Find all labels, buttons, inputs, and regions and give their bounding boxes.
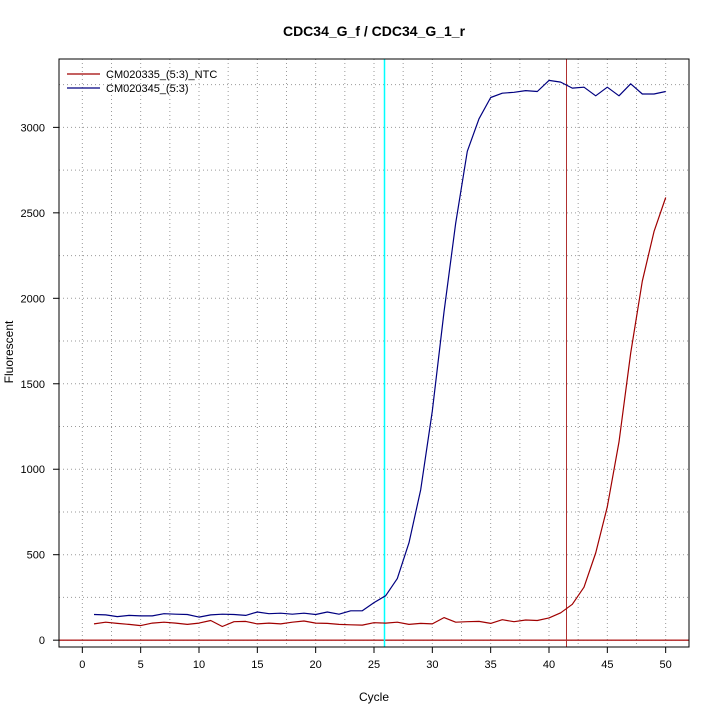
y-tick-label: 2000 — [21, 293, 45, 305]
x-tick-label: 5 — [138, 659, 144, 671]
legend: CM020335_(5:3)_NTC CM020345_(5:3) — [67, 69, 217, 95]
x-tick-label: 20 — [310, 659, 322, 671]
y-axis-label: Fluorescent — [2, 320, 16, 383]
y-tick-label: 500 — [27, 550, 45, 562]
chart-title: CDC34_G_f / CDC34_G_1_r — [283, 23, 466, 39]
y-tick-label: 2500 — [21, 208, 45, 220]
axes: 0 5 10 15 20 25 30 35 40 45 5005001000150020002500… — [21, 58, 690, 671]
x-tick-label: 50 — [660, 659, 672, 671]
y-tick-label: 1000 — [21, 464, 45, 476]
x-axis-label: Cycle — [359, 690, 389, 704]
series-lines — [93, 79, 667, 628]
legend-entry-label: CM020345_(5:3) — [106, 83, 189, 95]
series-line-1 — [93, 197, 667, 628]
x-tick-label: 10 — [193, 659, 205, 671]
grid — [59, 59, 689, 647]
x-tick-label: 45 — [601, 659, 613, 671]
x-tick-label: 15 — [251, 659, 263, 671]
threshold-lines — [59, 59, 689, 647]
x-tick-label: 30 — [426, 659, 438, 671]
x-tick-label: 0 — [79, 659, 85, 671]
y-tick-label: 0 — [39, 635, 45, 647]
x-tick-label: 40 — [543, 659, 555, 671]
x-tick-label: 35 — [485, 659, 497, 671]
legend-entry-label: CM020335_(5:3)_NTC — [106, 69, 217, 81]
series-line-2 — [93, 79, 666, 618]
x-tick-label: 25 — [368, 659, 380, 671]
y-tick-label: 3000 — [21, 122, 45, 134]
y-tick-label: 1500 — [21, 379, 45, 391]
